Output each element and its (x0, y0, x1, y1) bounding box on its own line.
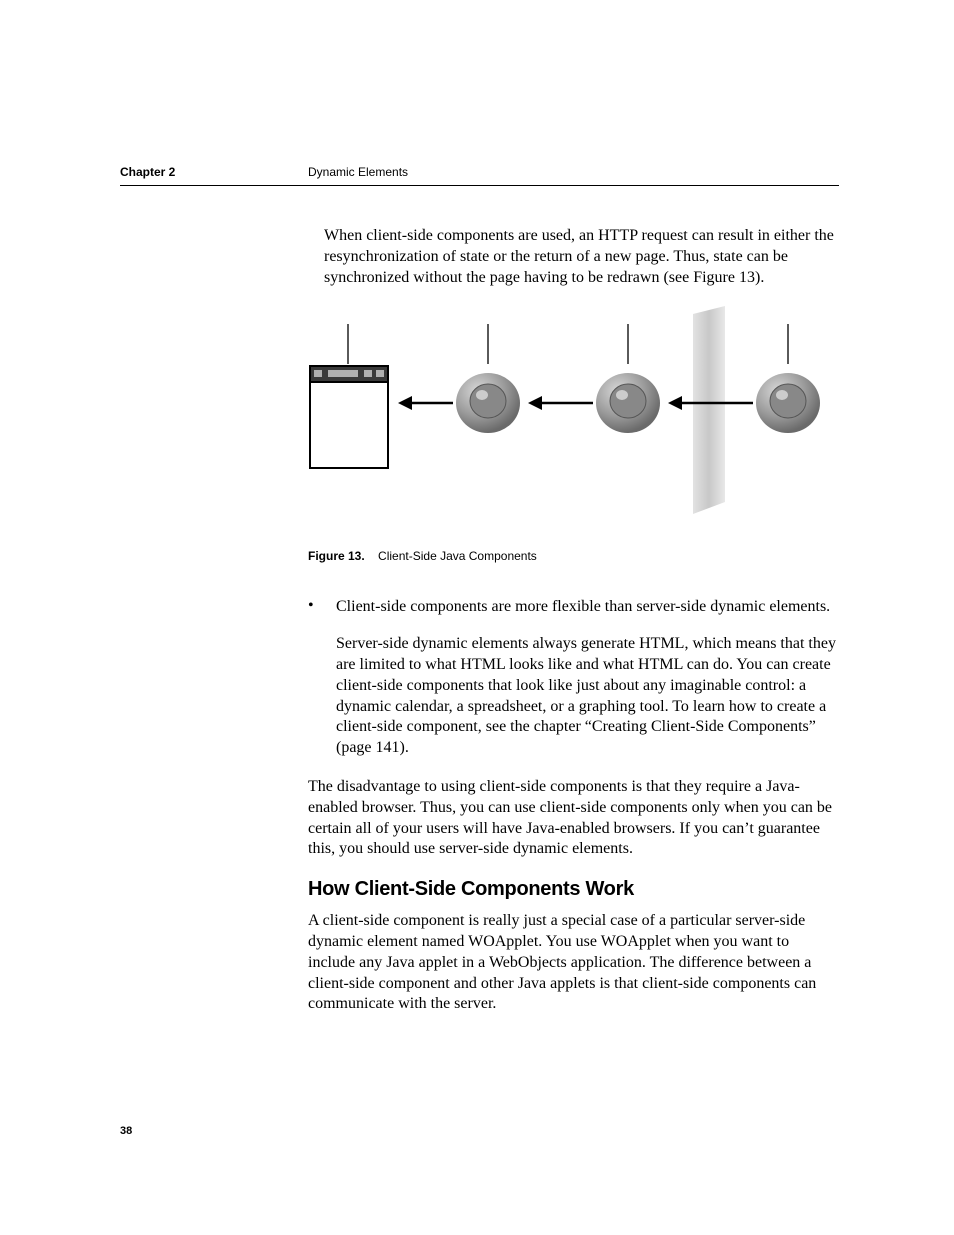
bullet-item: • Client-side components are more flexib… (308, 597, 839, 618)
figure-label: Figure 13. (308, 549, 365, 563)
figure-caption-text: Client-Side Java Components (378, 549, 537, 563)
arrow-icon (398, 396, 453, 410)
chapter-title: Dynamic Elements (308, 165, 408, 179)
page-number: 38 (120, 1125, 132, 1137)
bullet-subtext: Server-side dynamic elements always gene… (336, 634, 839, 759)
disadvantage-paragraph: The disadvantage to using client-side co… (308, 777, 839, 860)
browser-window-icon (310, 366, 388, 468)
wall-icon (693, 306, 725, 514)
figure-caption: Figure 13. Client-Side Java Components (308, 549, 839, 563)
component-node-icon (756, 373, 820, 433)
component-node-icon (456, 373, 520, 433)
chapter-label: Chapter 2 (120, 165, 308, 179)
page-container: Chapter 2 Dynamic Elements When client-s… (0, 0, 954, 1015)
bullet-text: Client-side components are more flexible… (336, 597, 830, 618)
section-heading: How Client-Side Components Work (308, 878, 839, 901)
bullet-marker: • (308, 597, 336, 618)
arrow-icon (528, 396, 593, 410)
figure-13-diagram (308, 306, 838, 516)
page-header: Chapter 2 Dynamic Elements (120, 165, 839, 186)
component-node-icon (596, 373, 660, 433)
how-paragraph: A client-side component is really just a… (308, 911, 839, 1015)
figure-13 (308, 306, 839, 521)
intro-paragraph: When client-side components are used, an… (324, 226, 839, 288)
